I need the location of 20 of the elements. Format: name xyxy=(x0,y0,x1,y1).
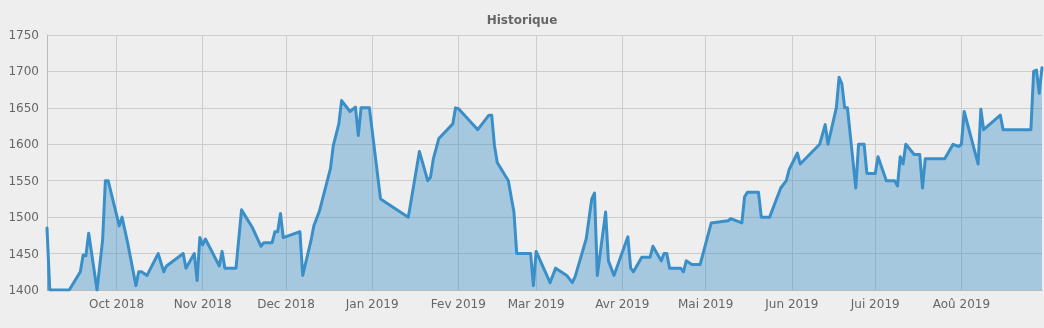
x-tick-label: Avr 2019 xyxy=(595,297,650,311)
y-tick-label: 1550 xyxy=(8,173,39,188)
x-tick-label: Jan 2019 xyxy=(344,297,399,311)
x-tick-label: Jun 2019 xyxy=(764,297,819,311)
y-tick-label: 1400 xyxy=(8,283,39,297)
y-tick-label: 1700 xyxy=(8,64,39,79)
x-tick-label: Fev 2019 xyxy=(430,297,486,311)
x-tick-label: Aoû 2019 xyxy=(932,297,991,311)
x-tick-label: Mar 2019 xyxy=(507,297,565,311)
y-tick-label: 1650 xyxy=(8,100,39,115)
x-tick-label: Oct 2018 xyxy=(88,297,145,311)
x-tick-label: Nov 2018 xyxy=(173,297,232,311)
x-tick-label: Mai 2019 xyxy=(678,297,734,311)
y-tick-label: 1750 xyxy=(8,28,39,42)
chart-title: Historique xyxy=(486,13,558,27)
y-tick-label: 1450 xyxy=(8,246,39,261)
y-tick-label: 1600 xyxy=(8,137,39,152)
x-tick-label: Dec 2018 xyxy=(257,297,315,311)
y-tick-label: 1500 xyxy=(8,210,39,225)
x-tick-label: Jui 2019 xyxy=(849,297,900,311)
